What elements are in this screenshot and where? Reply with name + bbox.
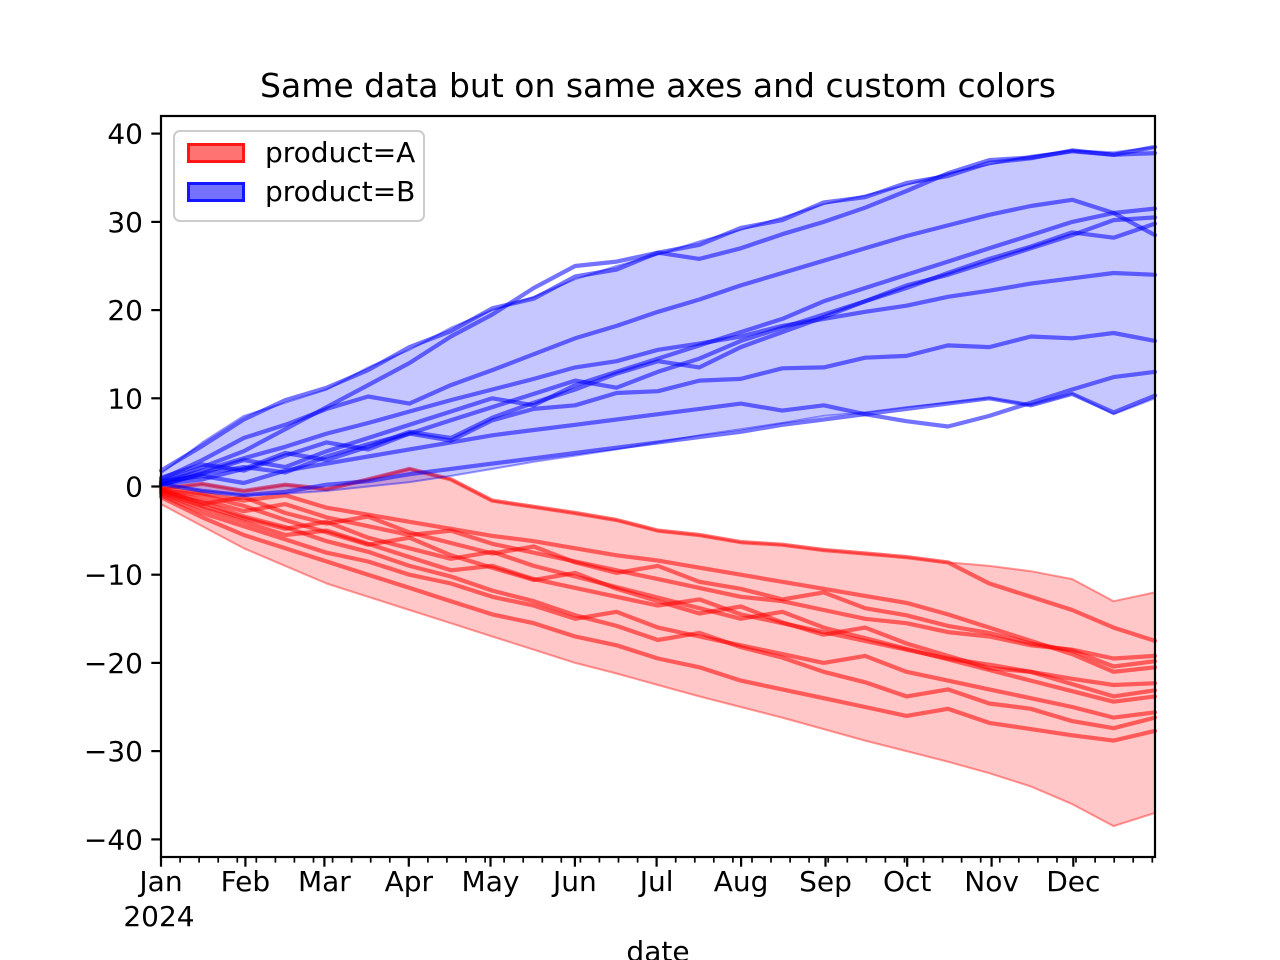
y-tick-label: −40: [84, 823, 143, 856]
y-tick-label: 0: [125, 471, 143, 504]
y-tick-label: −10: [84, 559, 143, 592]
legend-item-product-a: product=A: [187, 136, 423, 169]
legend-label-product-b: product=B: [265, 175, 416, 208]
legend-swatch-red: [187, 143, 245, 163]
x-axis-title: date: [626, 935, 690, 960]
x-tick-label: Feb: [221, 865, 271, 898]
x-tick-label: May: [462, 865, 520, 898]
legend-label-product-a: product=A: [265, 136, 416, 169]
trajectory-line-product-b-8: [158, 330, 1158, 487]
trajectory-line-product-b-2: [158, 148, 1158, 473]
x-tick-label: Nov: [964, 865, 1019, 898]
x-tick-label: Jan: [137, 865, 182, 898]
trajectory-line-product-b-5: [158, 221, 1158, 486]
trajectory-line-product-b-9: [158, 369, 1158, 486]
x-tick-label: Jun: [551, 865, 597, 898]
trajectory-line-product-b-7: [158, 270, 1158, 485]
trajectory-line-product-b-10: [158, 391, 1158, 498]
y-tick-label: 40: [107, 118, 143, 151]
x-tick-label: Jul: [638, 865, 674, 898]
trajectory-line-product-a-9: [158, 486, 1158, 674]
x-tick-label: Apr: [385, 865, 434, 898]
x-tick-label: Oct: [883, 865, 931, 898]
trajectory-line-product-a-6: [158, 493, 1158, 720]
trajectory-line-product-b-3: [158, 206, 1158, 487]
y-tick-label: 30: [107, 206, 143, 239]
trajectory-line-product-a-8: [158, 495, 1158, 743]
legend-swatch-blue: [187, 182, 245, 202]
x-tick-label: Sep: [799, 865, 852, 898]
trajectory-line-product-a-2: [158, 488, 1158, 661]
x-tick-label: Dec: [1046, 865, 1100, 898]
trajectory-line-product-b-4: [158, 215, 1158, 480]
legend-item-product-b: product=B: [187, 175, 423, 208]
legend: product=A product=B: [173, 130, 425, 222]
chart-title: Same data but on same axes and custom co…: [260, 66, 1056, 105]
x-tick-label: Mar: [298, 865, 351, 898]
y-tick-label: −20: [84, 647, 143, 680]
trajectory-line-product-a-10: [158, 490, 1158, 704]
y-tick-label: 20: [107, 294, 143, 327]
y-tick-label: 10: [107, 382, 143, 415]
trajectory-line-product-a-1: [158, 466, 1158, 644]
trajectory-line-product-a-7: [158, 489, 1158, 731]
y-tick-label: −30: [84, 735, 143, 768]
trajectory-line-product-b-6: [158, 197, 1158, 482]
x-tick-label: Aug: [714, 865, 769, 898]
x-axis-year-label: 2024: [123, 900, 195, 933]
